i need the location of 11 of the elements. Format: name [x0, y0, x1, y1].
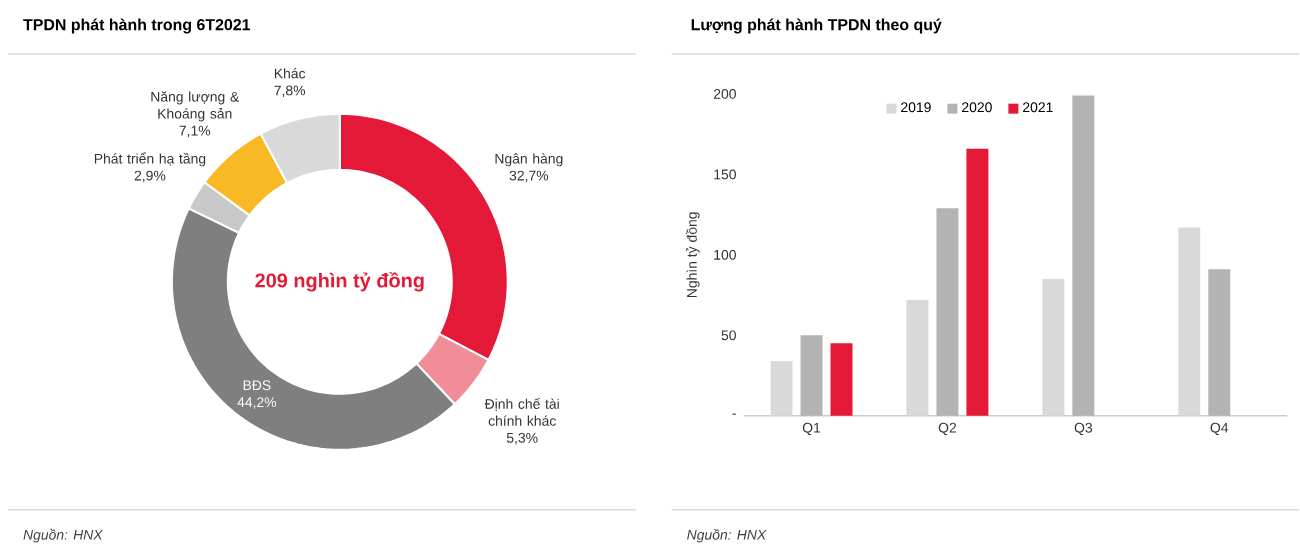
bar: [800, 335, 823, 416]
bar: [1042, 279, 1065, 416]
bar: [936, 208, 959, 416]
bar: [1178, 227, 1201, 416]
bar: [1208, 269, 1231, 416]
text: 209 nghìn tỷ đồng: [255, 272, 424, 292]
bar: [1072, 95, 1095, 416]
bar: [906, 300, 929, 416]
bar: [830, 343, 853, 416]
bar: [966, 148, 989, 416]
bar: [770, 361, 793, 416]
